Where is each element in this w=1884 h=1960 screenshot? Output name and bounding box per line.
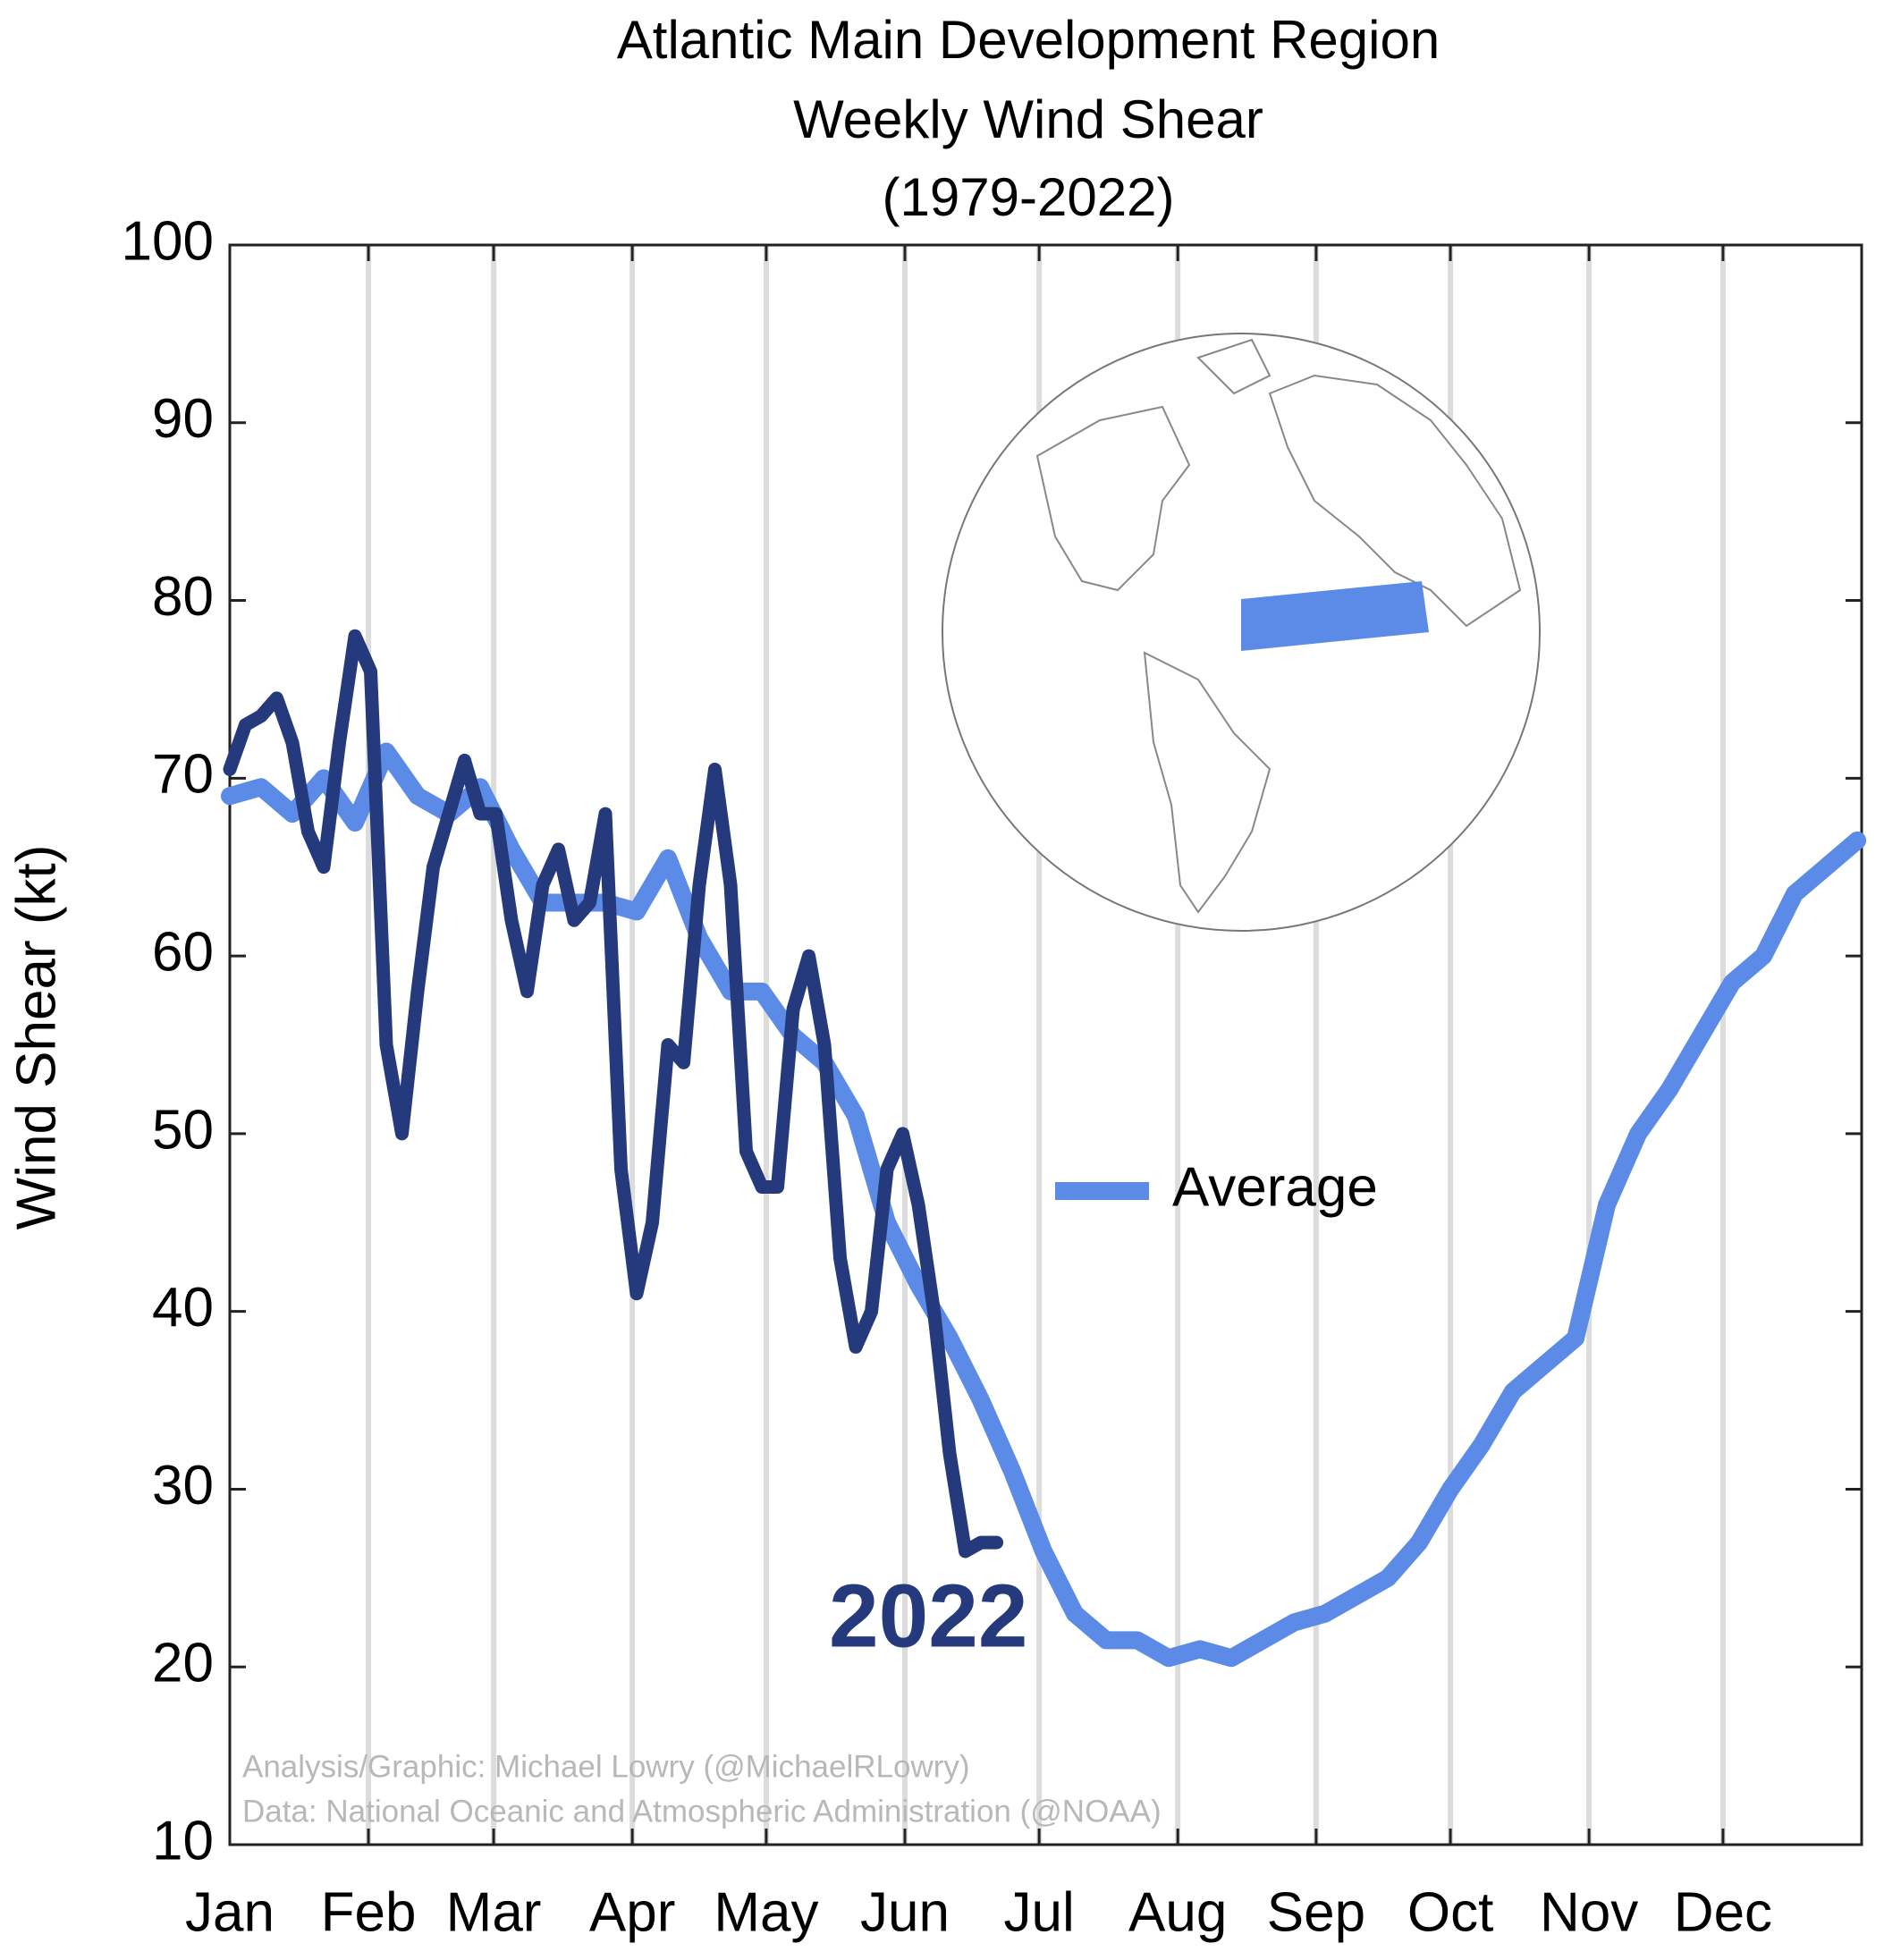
y-tick-label: 20: [152, 1633, 214, 1694]
series-line: [221, 742, 1867, 1668]
legend-label: Average: [1172, 1156, 1378, 1218]
x-tick-label: May: [714, 1881, 818, 1943]
globe-inset: [942, 333, 1541, 932]
plot-frame: [228, 243, 1863, 1846]
y-tick-label: 40: [152, 1277, 214, 1339]
y-tick-label: 60: [152, 921, 214, 983]
y-tick-label: 30: [152, 1455, 214, 1516]
x-tick-label: Jul: [1004, 1881, 1075, 1943]
x-tick-label: Nov: [1540, 1881, 1638, 1943]
x-tick-label: Jan: [185, 1881, 275, 1943]
y-tick-label: 100: [122, 210, 214, 272]
credit: Analysis/Graphic: Michael Lowry (@Michae…: [242, 1749, 970, 1784]
x-tick-label: Feb: [321, 1881, 417, 1943]
y-tick-label: 70: [152, 744, 214, 806]
y-tick-label: 10: [152, 1810, 214, 1871]
chart-title: Weekly Wind Shear: [793, 89, 1263, 149]
x-tick-label: Oct: [1407, 1881, 1493, 1943]
y-tick-label: 50: [152, 1099, 214, 1161]
series-line: [223, 629, 1004, 1559]
x-tick-label: Aug: [1128, 1881, 1227, 1943]
x-tick-label: Dec: [1674, 1881, 1772, 1943]
credit: Data: National Oceanic and Atmospheric A…: [242, 1794, 1162, 1829]
chart-title: (1979-2022): [883, 167, 1175, 227]
chart-title: Atlantic Main Development Region: [617, 10, 1440, 70]
y-axis-label: Wind Shear (kt): [5, 845, 67, 1230]
y-tick-label: 80: [152, 566, 214, 628]
x-tick-label: Jun: [860, 1881, 950, 1943]
x-tick-label: Sep: [1267, 1881, 1365, 1943]
x-tick-label: Apr: [589, 1881, 675, 1943]
series-label: 2022: [829, 1566, 1027, 1666]
y-tick-label: 90: [152, 388, 214, 450]
x-tick-label: Mar: [446, 1881, 542, 1943]
